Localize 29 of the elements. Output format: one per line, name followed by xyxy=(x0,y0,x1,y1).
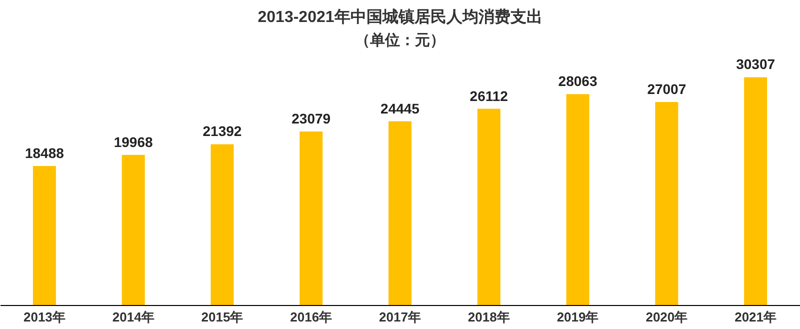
x-tick-label: 2017年 xyxy=(379,310,421,324)
x-tick-label: 2021年 xyxy=(734,310,777,324)
x-tick-label: 2015年 xyxy=(201,310,244,324)
data-label: 21392 xyxy=(202,123,242,140)
bar xyxy=(32,166,56,305)
data-label: 18488 xyxy=(24,145,64,162)
chart-subtitle: （单位：元） xyxy=(355,32,445,50)
data-label: 19968 xyxy=(114,134,154,150)
x-tick-label: 2014年 xyxy=(112,310,154,324)
bar xyxy=(122,154,145,305)
x-tick-label: 2019年 xyxy=(556,310,599,324)
chart-title: 2013-2021年中国城镇居民人均消费支出 xyxy=(258,8,542,26)
data-label: 28063 xyxy=(558,73,598,90)
data-label: 23079 xyxy=(292,110,331,127)
data-label: 26112 xyxy=(470,88,508,104)
data-label: 24445 xyxy=(380,100,420,116)
data-label: 27007 xyxy=(647,81,686,98)
bar xyxy=(566,94,590,305)
bar xyxy=(210,144,234,305)
bar xyxy=(744,77,768,305)
x-tick-label: 2018年 xyxy=(468,310,510,324)
bar xyxy=(655,102,678,305)
x-tick-label: 2016年 xyxy=(290,310,332,324)
bar xyxy=(388,121,412,305)
bar xyxy=(300,132,323,305)
data-label: 30307 xyxy=(736,56,776,72)
bar xyxy=(477,108,500,305)
x-tick-label: 2020年 xyxy=(646,310,688,324)
x-tick-label: 2013年 xyxy=(23,310,66,324)
